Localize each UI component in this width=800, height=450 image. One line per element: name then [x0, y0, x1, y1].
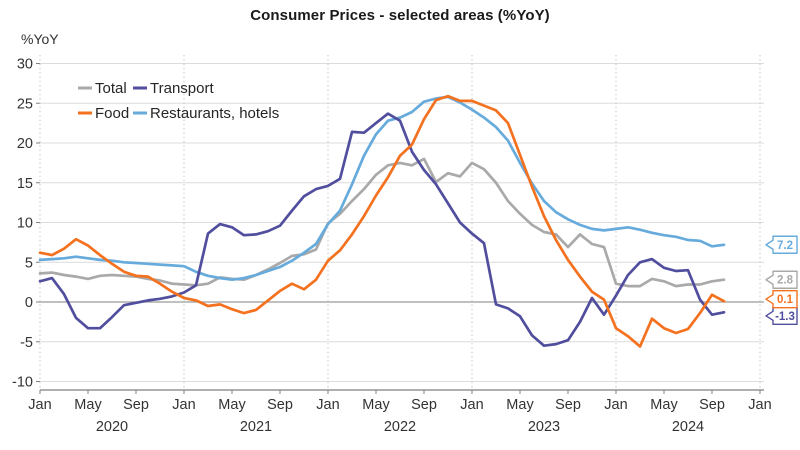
year-label: 2022 [384, 419, 416, 435]
legend-label: Food [95, 105, 129, 122]
year-label: 2021 [240, 419, 272, 435]
x-tick-label: Sep [699, 397, 725, 413]
y-tick-label: 5 [25, 255, 33, 271]
y-tick-label: 10 [17, 216, 33, 232]
x-tick-label: Sep [555, 397, 581, 413]
end-label-value: 2.8 [777, 275, 794, 287]
y-tick-label: 20 [17, 136, 33, 152]
series-line-food [38, 94, 726, 348]
chart-title: Consumer Prices - selected areas (%YoY) [250, 7, 550, 24]
series-line-restaurants-hotels [38, 95, 726, 282]
year-label: 2020 [96, 419, 128, 435]
x-tick-label: May [218, 397, 246, 413]
y-tick-label: 30 [17, 57, 33, 73]
x-tick-label: Sep [411, 397, 437, 413]
x-tick-label: Jan [172, 397, 195, 413]
end-label-value: 7.2 [777, 240, 793, 252]
legend-label: Transport [150, 80, 214, 97]
x-tick-label: May [650, 397, 678, 413]
year-label: 2024 [672, 419, 704, 435]
end-label-callout [765, 270, 798, 289]
year-label: 2023 [528, 419, 560, 435]
y-tick-label: 15 [17, 176, 33, 192]
end-label-callout [765, 306, 798, 326]
x-tick-label: Jan [748, 397, 771, 413]
legend-label: Restaurants, hotels [150, 105, 279, 122]
series-line-transport [38, 112, 726, 348]
end-label-value: 0.1 [777, 294, 794, 306]
x-tick-label: Sep [267, 397, 293, 413]
y-tick-label: -5 [20, 335, 33, 351]
x-tick-label: Jan [316, 397, 339, 413]
x-tick-label: May [506, 397, 534, 413]
x-tick-label: Jan [460, 397, 483, 413]
end-label-value: -1.3 [775, 311, 795, 323]
end-label-callout [765, 235, 798, 254]
end-label-callout [765, 290, 798, 309]
x-tick-label: Jan [604, 397, 627, 413]
x-tick-label: May [362, 397, 390, 413]
y-tick-label: 25 [17, 96, 33, 112]
y-tick-label: -10 [12, 375, 33, 391]
x-tick-label: Jan [28, 397, 51, 413]
y-tick-label: 0 [25, 295, 33, 311]
x-tick-label: May [74, 397, 102, 413]
y-axis-unit-label: %YoY [21, 31, 59, 47]
legend-label: Total [95, 80, 127, 97]
x-tick-label: Sep [123, 397, 149, 413]
